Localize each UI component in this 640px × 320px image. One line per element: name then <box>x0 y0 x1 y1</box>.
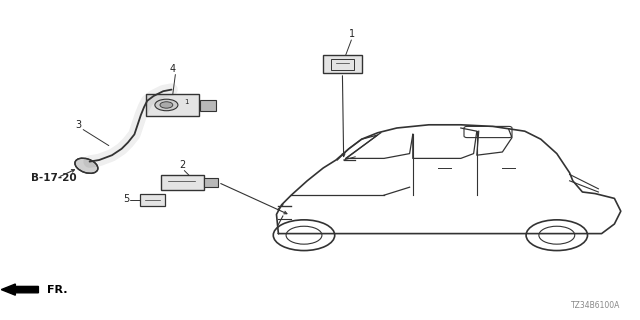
Circle shape <box>155 99 178 111</box>
Ellipse shape <box>75 158 98 173</box>
FancyArrow shape <box>1 284 38 295</box>
Text: TZ34B6100A: TZ34B6100A <box>572 301 621 310</box>
FancyBboxPatch shape <box>200 100 216 111</box>
FancyBboxPatch shape <box>146 94 199 116</box>
FancyBboxPatch shape <box>161 175 204 190</box>
Text: 1: 1 <box>349 29 355 39</box>
Text: 4: 4 <box>170 64 176 74</box>
FancyBboxPatch shape <box>204 178 218 187</box>
Text: FR.: FR. <box>47 285 67 295</box>
Text: 1: 1 <box>184 99 189 105</box>
Text: 5: 5 <box>123 194 129 204</box>
FancyBboxPatch shape <box>323 55 362 73</box>
Text: 2: 2 <box>179 160 186 170</box>
Circle shape <box>160 102 173 108</box>
Text: 3: 3 <box>76 120 82 130</box>
FancyBboxPatch shape <box>140 194 165 206</box>
Text: B-17-20: B-17-20 <box>31 173 76 183</box>
